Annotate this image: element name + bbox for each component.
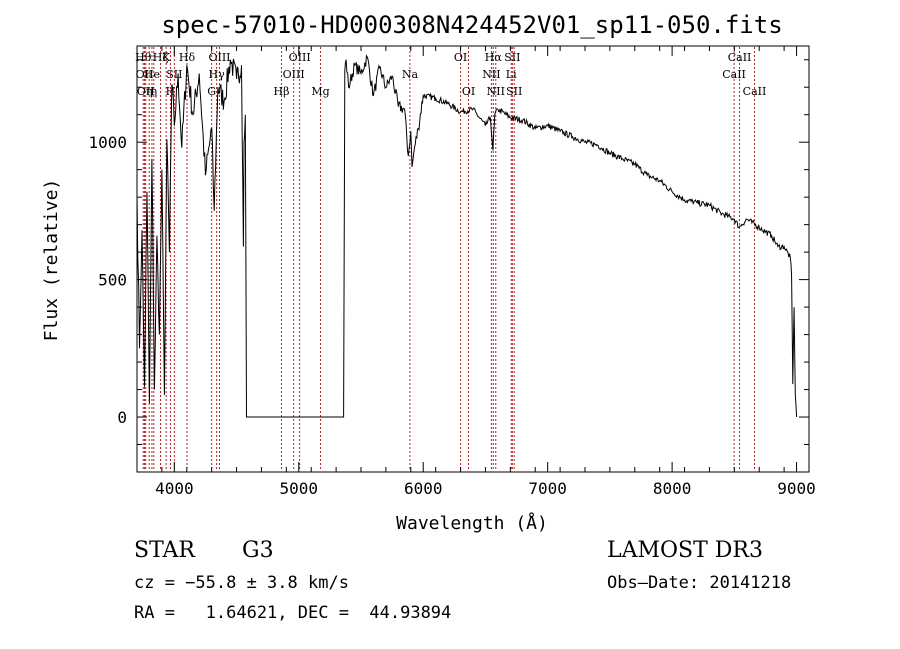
line-label: Mg xyxy=(311,85,329,98)
line-label: OI xyxy=(462,85,475,98)
x-tick-label: 6000 xyxy=(404,479,443,498)
x-tick-label: 4000 xyxy=(155,479,194,498)
plot-frame xyxy=(136,45,810,473)
sky-coordinates: RA = 1.64621, DEC = 44.93894 xyxy=(134,603,452,623)
line-label: K xyxy=(162,51,171,64)
y-axis: 0 500 1000 xyxy=(88,59,809,473)
line-label: Hδ xyxy=(179,51,196,64)
line-label: Li xyxy=(506,68,517,81)
y-tick-label: 500 xyxy=(98,271,127,290)
spectrum-line xyxy=(136,54,798,418)
line-label: H xyxy=(166,85,176,98)
chart-title: spec-57010-HD000308N424452V01_sp11-050.f… xyxy=(161,11,782,39)
line-label: SII xyxy=(504,51,520,64)
x-axis: 4000 5000 6000 7000 8000 9000 xyxy=(136,46,816,498)
line-label: OI xyxy=(454,51,467,64)
line-label: OIII xyxy=(283,68,305,81)
line-label: NII xyxy=(482,68,500,81)
line-label: OIII xyxy=(208,51,230,64)
y-tick-label: 0 xyxy=(117,408,127,427)
spectrum-series xyxy=(136,54,798,418)
x-tick-label: 5000 xyxy=(280,479,319,498)
line-label: SII xyxy=(506,85,522,98)
line-label: OIII xyxy=(289,51,311,64)
survey-name: LAMOST DR3 xyxy=(607,538,763,563)
emission-line-markers xyxy=(142,47,755,471)
x-tick-label: 8000 xyxy=(653,479,692,498)
line-label: η xyxy=(151,85,158,98)
object-subclass: G3 xyxy=(242,538,274,563)
line-label: Na xyxy=(402,68,419,81)
object-class: STAR xyxy=(134,538,195,563)
y-axis-label: Flux (relative) xyxy=(41,179,62,342)
line-label: CaII xyxy=(743,85,767,98)
line-label: OII xyxy=(136,68,154,81)
line-label: CaII xyxy=(728,51,752,64)
x-tick-label: 7000 xyxy=(528,479,567,498)
line-label: Hα xyxy=(485,51,503,64)
line-label: Hγ xyxy=(209,68,226,81)
line-label: SII xyxy=(166,68,182,81)
line-label: CaII xyxy=(722,68,746,81)
y-tick-label: 1000 xyxy=(88,133,127,152)
x-axis-label: Wavelength (Å) xyxy=(396,512,548,534)
line-label: He xyxy=(144,68,160,81)
line-label: G xyxy=(207,85,216,98)
line-labels: HθOIIOIIηHeηHζKHSIIHδGHγOIIIHβOIIIOIIIMg… xyxy=(135,51,766,98)
line-label: Hβ xyxy=(274,85,290,98)
line-label: NII xyxy=(487,85,505,98)
line-label: Hζ xyxy=(153,51,169,64)
observation-date: Obs–Date: 20141218 xyxy=(607,573,792,593)
x-tick-label: 9000 xyxy=(777,479,816,498)
redshift-velocity: cz = −55.8 ± 3.8 km/s xyxy=(134,573,349,593)
line-label: Hθ xyxy=(135,51,152,64)
line-label: OII xyxy=(137,85,155,98)
line-label: η xyxy=(146,85,153,98)
